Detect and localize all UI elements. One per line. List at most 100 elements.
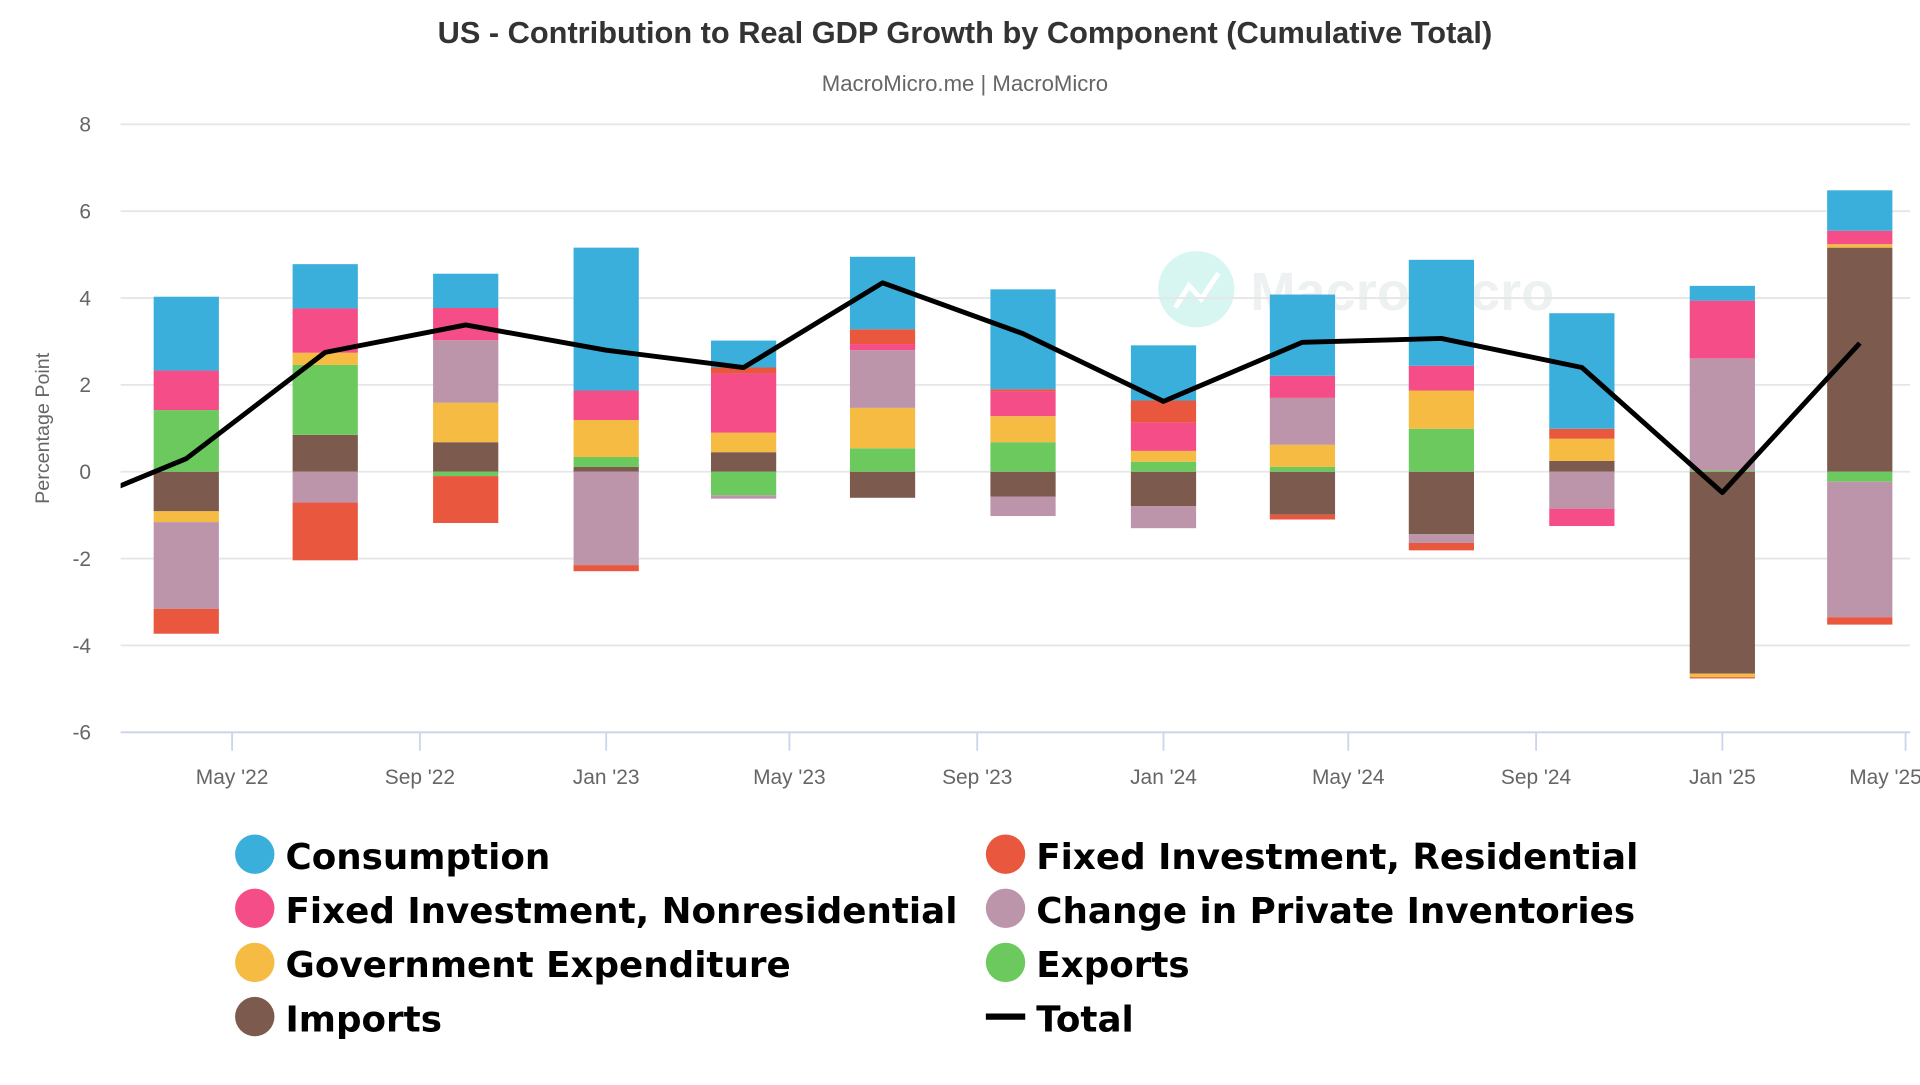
x-tick-label: May '23 xyxy=(753,766,826,789)
bar-segment-fixed-investment-residential xyxy=(574,565,639,571)
bar-segment-government-expenditure xyxy=(154,511,219,522)
x-tick-label: Jan '25 xyxy=(1689,766,1756,789)
y-axis-label: Percentage Point xyxy=(32,352,54,504)
bar-segment-change-in-private-inventories xyxy=(1549,472,1614,509)
bar-segment-fixed-investment-nonresidential xyxy=(850,344,915,350)
legend-item: Fixed Investment, Nonresidential xyxy=(235,889,957,932)
y-tick-label: 2 xyxy=(79,374,91,397)
x-tick-label: May '24 xyxy=(1312,766,1385,789)
bar-segment-imports xyxy=(154,472,219,512)
bar-segment-consumption xyxy=(433,274,498,308)
bar-segment-consumption xyxy=(1827,190,1892,230)
bar-segment-consumption xyxy=(1549,313,1614,429)
bar-segment-change-in-private-inventories xyxy=(154,522,219,609)
legend-item: Change in Private Inventories xyxy=(986,889,1635,932)
bar-segment-exports xyxy=(1409,429,1474,472)
bar-segment-exports xyxy=(990,442,1055,472)
bar-segment-consumption xyxy=(154,297,219,371)
bar-segment-government-expenditure xyxy=(574,420,639,457)
stacked-bars xyxy=(154,190,1893,678)
chart-title: US - Contribution to Real GDP Growth by … xyxy=(438,15,1493,50)
legend-circle-icon xyxy=(235,889,274,928)
bar-segment-exports xyxy=(293,365,358,435)
bar-segment-consumption xyxy=(293,264,358,308)
bar-segment-consumption xyxy=(1409,260,1474,366)
bar-segment-imports xyxy=(1827,248,1892,472)
y-tick-label: 4 xyxy=(79,287,91,310)
bar-segment-fixed-investment-nonresidential xyxy=(1409,366,1474,391)
bar-segment-fixed-investment-residential xyxy=(990,389,1055,391)
bar-segment-imports xyxy=(990,472,1055,497)
bar-segment-fixed-investment-nonresidential xyxy=(990,391,1055,416)
bar-segment-government-expenditure xyxy=(1549,439,1614,461)
bar-segment-imports xyxy=(1549,461,1614,472)
bar-segment-change-in-private-inventories xyxy=(1270,398,1335,445)
bar-segment-exports xyxy=(850,448,915,471)
legend-item: Government Expenditure xyxy=(235,943,791,986)
legend-item: Consumption xyxy=(235,834,550,877)
legend-item: Imports xyxy=(235,997,442,1040)
bar-segment-exports xyxy=(711,472,776,495)
legend-item: Exports xyxy=(986,943,1190,986)
y-tick-label: -6 xyxy=(72,722,91,745)
y-tick-label: -2 xyxy=(72,548,91,571)
bar-segment-change-in-private-inventories xyxy=(574,472,639,565)
bar-segment-fixed-investment-residential xyxy=(433,476,498,523)
bar-segment-imports xyxy=(711,452,776,472)
bar-segment-change-in-private-inventories xyxy=(1690,358,1755,470)
legend-label: Imports xyxy=(286,999,442,1040)
bar-segment-fixed-investment-residential xyxy=(1131,401,1196,423)
legend-label: Change in Private Inventories xyxy=(1036,891,1635,932)
bar-segment-imports xyxy=(1270,472,1335,515)
x-tick-label: May '25 xyxy=(1849,766,1920,789)
legend-label: Fixed Investment, Nonresidential xyxy=(286,891,958,932)
bar-segment-government-expenditure xyxy=(1690,674,1755,677)
bar-segment-imports xyxy=(1131,472,1196,506)
x-tick-label: May '22 xyxy=(196,766,269,789)
bar-segment-government-expenditure xyxy=(433,403,498,443)
bar-segment-fixed-investment-nonresidential xyxy=(1690,301,1755,359)
bar-segment-fixed-investment-nonresidential xyxy=(711,374,776,433)
legend: Consumption Fixed Investment, Residential… xyxy=(235,834,1638,1040)
legend-circle-icon xyxy=(986,889,1025,928)
bar-segment-fixed-investment-residential xyxy=(154,609,219,634)
bar-segment-fixed-investment-residential xyxy=(850,329,915,344)
chart-subtitle: MacroMicro.me | MacroMicro xyxy=(822,71,1108,96)
legend-label: Exports xyxy=(1036,945,1189,986)
bar-segment-exports xyxy=(1827,472,1892,482)
legend-item: Total xyxy=(986,999,1134,1040)
x-tick-label: Jan '24 xyxy=(1130,766,1197,789)
x-tick-label: Sep '24 xyxy=(1501,766,1572,789)
legend-circle-icon xyxy=(235,943,274,982)
bar-segment-change-in-private-inventories xyxy=(990,496,1055,516)
legend-label: Government Expenditure xyxy=(286,945,791,986)
bar-segment-fixed-investment-nonresidential xyxy=(574,391,639,421)
bar-segment-fixed-investment-residential xyxy=(1549,429,1614,439)
bar-segment-fixed-investment-nonresidential xyxy=(1270,376,1335,398)
bar-segment-imports xyxy=(1409,472,1474,535)
bar-segment-government-expenditure xyxy=(1131,451,1196,462)
bar-segment-change-in-private-inventories xyxy=(1827,482,1892,617)
bar-segment-change-in-private-inventories xyxy=(1131,506,1196,528)
x-tick-label: Sep '23 xyxy=(942,766,1012,789)
legend-circle-icon xyxy=(235,997,274,1036)
bar-segment-fixed-investment-residential xyxy=(1409,543,1474,550)
bar-segment-imports xyxy=(850,472,915,498)
bar-segment-consumption xyxy=(990,289,1055,389)
y-tick-label: 0 xyxy=(79,461,91,484)
legend-label: Consumption xyxy=(286,837,551,878)
bar-segment-exports xyxy=(433,472,498,476)
bar-segment-consumption xyxy=(574,248,639,391)
bar-segment-change-in-private-inventories xyxy=(1409,534,1474,543)
bar-segment-fixed-investment-residential xyxy=(1827,617,1892,624)
legend-item: Fixed Investment, Residential xyxy=(986,834,1638,877)
bar-segment-change-in-private-inventories xyxy=(293,472,358,503)
y-tick-label: -4 xyxy=(72,635,91,658)
bar-segment-imports xyxy=(433,442,498,472)
bar-segment-government-expenditure xyxy=(1270,445,1335,467)
bar-segment-consumption xyxy=(1270,295,1335,376)
bar-segment-imports xyxy=(574,467,639,472)
